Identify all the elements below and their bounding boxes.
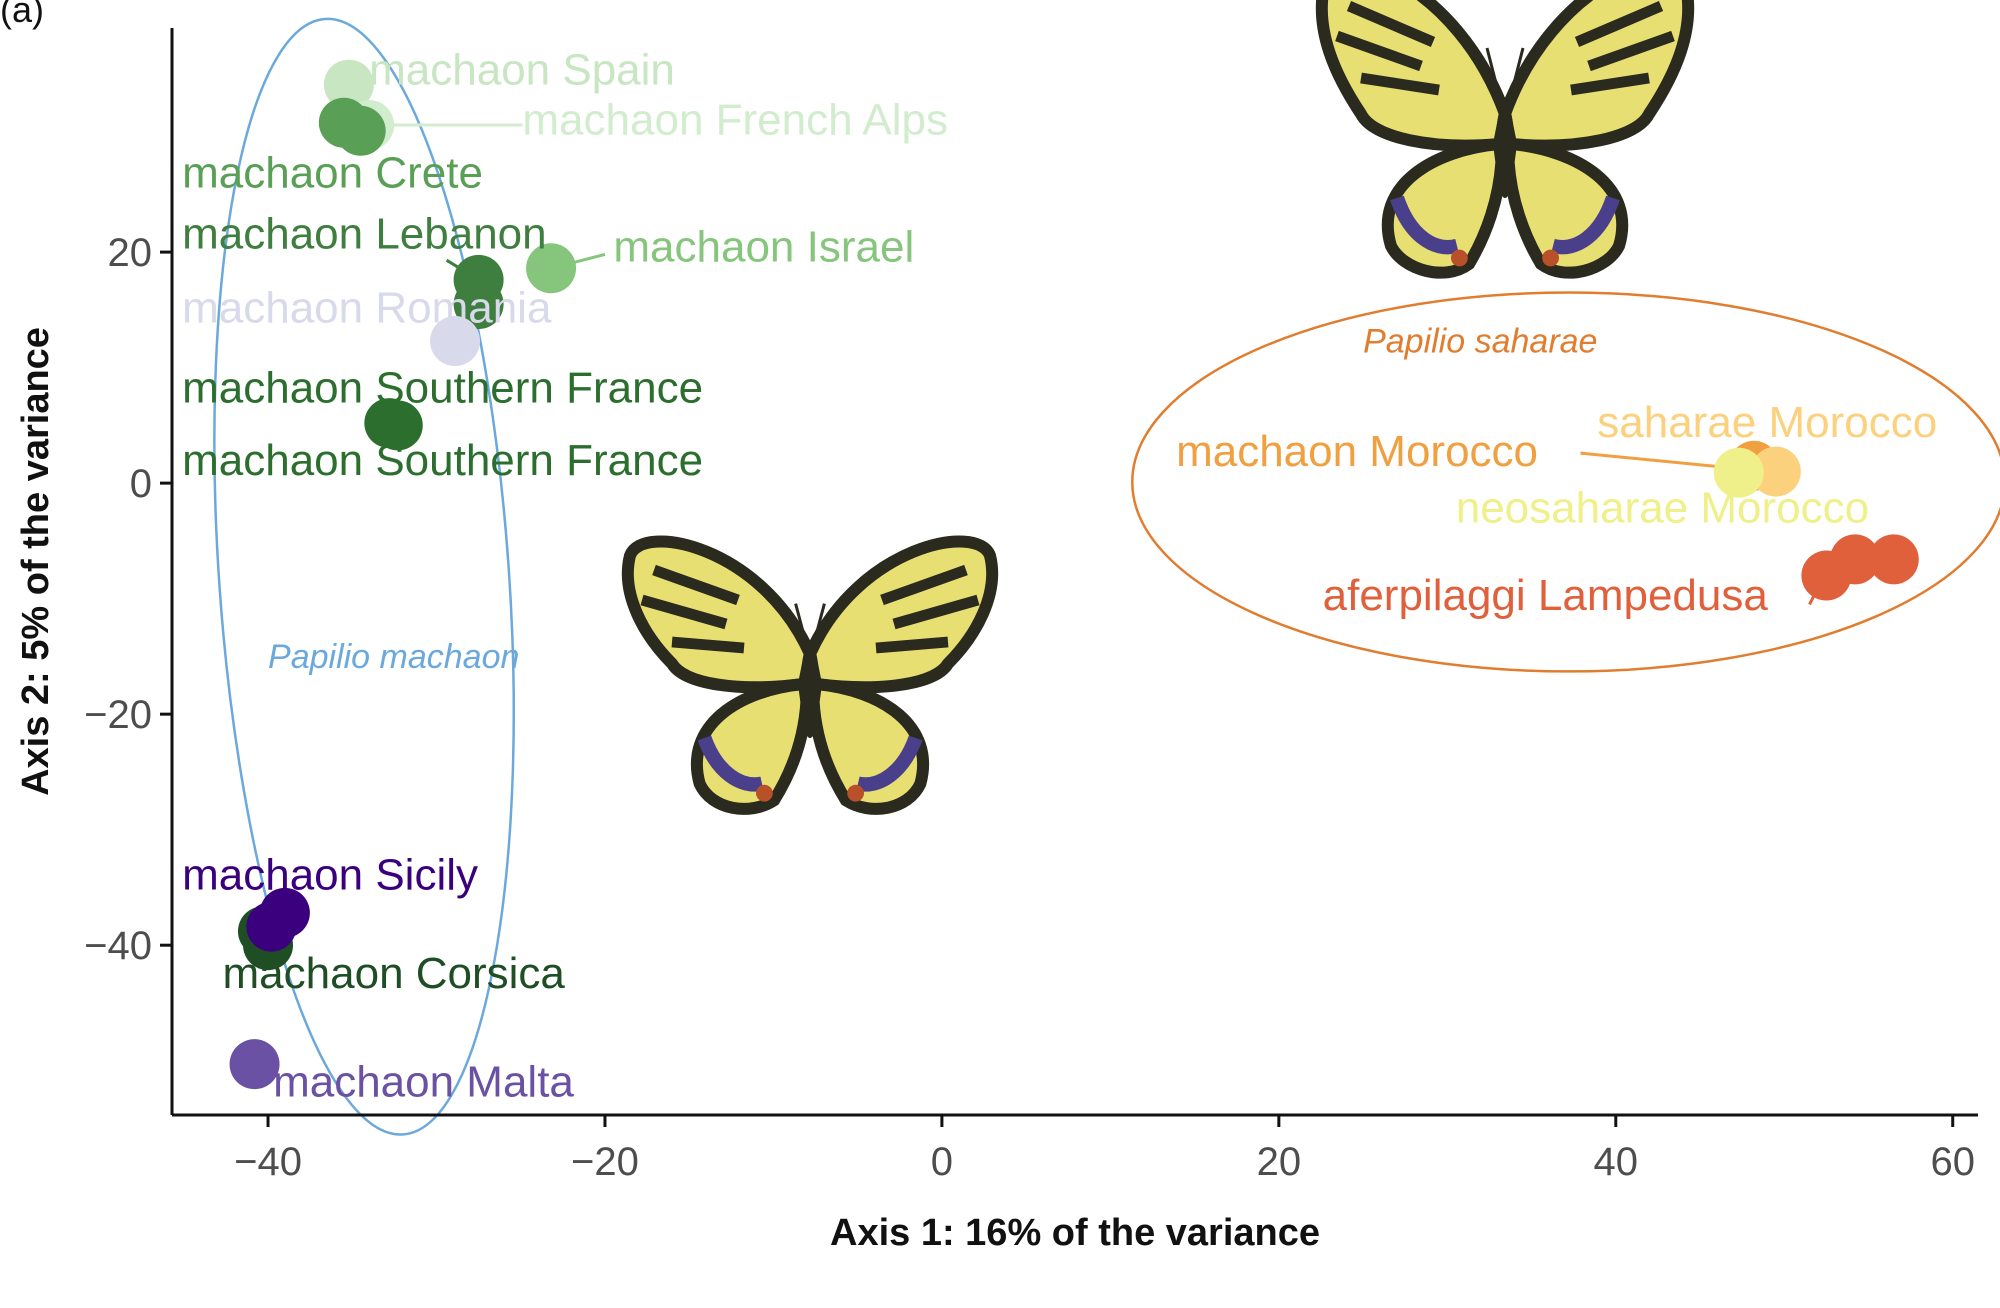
data-points [229,59,1919,1090]
x-ticks: −40 −20 0 20 40 60 [234,1115,1975,1184]
point-label: machaon Corsica [223,949,566,998]
data-point [323,59,374,110]
y-tick-label: 20 [108,231,153,275]
y-tick-label: −20 [84,693,152,737]
x-tick-label: −40 [234,1140,302,1184]
point-label: machaon French Alps [522,95,948,144]
group-label: Papilio machaon [268,638,519,676]
data-point [453,279,504,330]
data-point [246,901,297,952]
point-label: machaon Southern France [182,363,703,412]
x-axis: −40 −20 0 20 40 60 [172,1113,1978,1184]
point-label: machaon Crete [182,148,483,197]
y-tick-label: 0 [130,462,152,506]
data-point [526,243,577,294]
papilio-machaon-ellipse [213,17,516,1136]
point-label: neosaharae Morocco [1456,483,1869,532]
y-axis: −40 −20 0 20 [84,28,174,1115]
x-tick-label: 40 [1594,1140,1639,1184]
x-tick-label: 60 [1930,1140,1975,1184]
point-label: machaon Morocco [1176,427,1538,476]
point-label: machaon Sicily [182,851,478,900]
point-label: machaon Spain [369,46,675,95]
x-tick-label: 20 [1257,1140,1302,1184]
point-label: machaon Israel [613,222,914,271]
group-label: Papilio saharae [1363,323,1597,361]
data-point [1830,534,1881,585]
group-ellipses [213,17,2000,1136]
data-point [335,105,386,156]
x-tick-label: −20 [571,1140,639,1184]
x-tick-label: 0 [931,1140,953,1184]
point-label: saharae Morocco [1597,398,1937,447]
x-axis-title: Axis 1: 16% of the variance [830,1212,1320,1254]
y-axis-title: Axis 2: 5% of the variance [15,327,57,796]
panel-label: (a) [0,0,44,30]
data-point [372,400,423,451]
butterfly-icon [621,535,999,815]
y-tick-label: −40 [84,924,152,968]
data-point [229,1039,280,1090]
y-ticks: −40 −20 0 20 [84,231,172,968]
data-point [1868,534,1919,585]
butterfly-illustration-top [1315,0,1695,279]
data-point [1713,447,1764,498]
butterfly-illustration-middle [621,535,999,815]
group-labels: Papilio machaon Papilio saharae [268,323,1597,676]
butterfly-icon [1315,0,1695,279]
label-leader-line [1580,451,1734,470]
point-label: machaon Romania [182,284,552,333]
point-label: machaon Southern France [182,436,703,485]
data-point [1750,446,1801,497]
point-label: aferpilaggi Lampedusa [1323,571,1769,620]
papilio-saharae-ellipse [1131,291,2000,673]
point-label: machaon Malta [273,1058,574,1107]
point-label: machaon Lebanon [182,210,547,259]
data-point [430,316,481,367]
